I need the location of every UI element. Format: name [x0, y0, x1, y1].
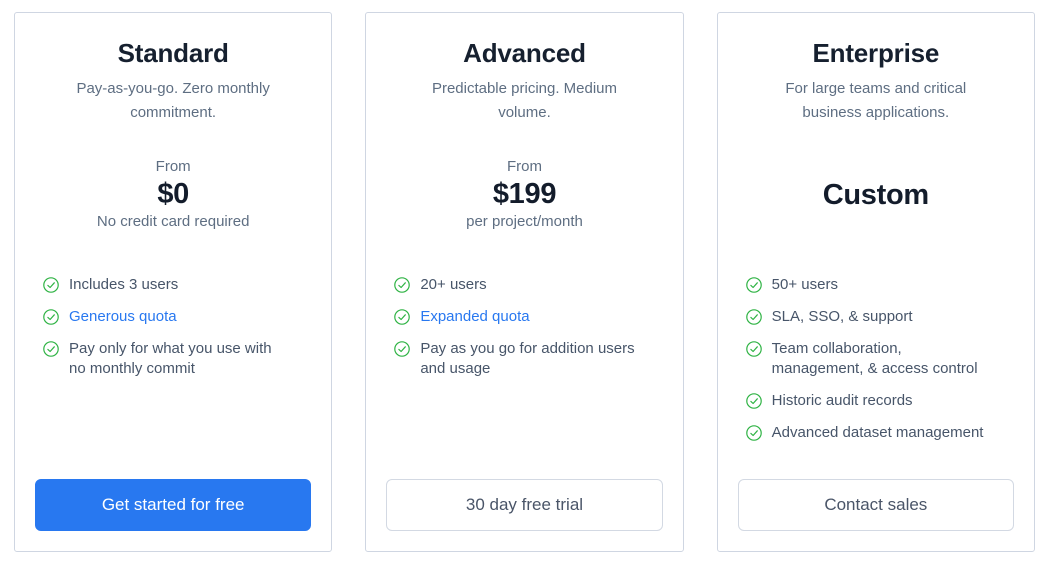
check-circle-icon [745, 423, 762, 441]
spacer [35, 379, 311, 479]
feature-item: Historic audit records [745, 391, 1006, 411]
feature-text: Team collaboration, management, & access… [771, 340, 978, 377]
plan-description: For large teams and critical business ap… [785, 80, 967, 121]
spacer [738, 443, 1014, 479]
check-circle-icon [394, 275, 411, 293]
feature-item: Pay as you go for addition users and usa… [394, 339, 654, 379]
check-circle-icon [745, 391, 762, 409]
feature-list: Includes 3 users Generous quota Pay only… [43, 275, 303, 379]
check-circle-icon [43, 275, 59, 293]
price-caption: per project/month [466, 213, 583, 230]
price-from-label: From [506, 158, 542, 175]
plan-name: Advanced [463, 38, 586, 68]
plan-description: Pay-as-you-go. Zero monthly commitment. [76, 80, 270, 121]
feature-list: 20+ users Expanded quota Pay as you go f… [394, 275, 654, 379]
feature-item: Advanced dataset management [745, 423, 1006, 443]
price-block: From $199 per project/month [386, 157, 662, 233]
feature-item: 20+ users [394, 275, 654, 295]
feature-item: 50+ users [745, 275, 1006, 295]
price-block: From $0 No credit card required [35, 157, 311, 233]
plan-name: Standard [117, 38, 229, 68]
feature-text: Pay as you go for addition users and usa… [420, 340, 635, 377]
feature-item: SLA, SSO, & support [745, 307, 1006, 327]
price-caption: No credit card required [96, 213, 250, 230]
plan-description: Predictable pricing. Medium volume. [431, 80, 618, 121]
feature-link-generous-quota[interactable]: Generous quota [69, 308, 177, 325]
feature-text: Historic audit records [771, 392, 913, 409]
check-circle-icon [43, 307, 59, 325]
plan-card-standard: Standard Pay-as-you-go. Zero monthly com… [14, 12, 333, 552]
feature-list: 50+ users SLA, SSO, & support Team colla… [745, 275, 1006, 443]
feature-item: Team collaboration, management, & access… [745, 339, 1006, 379]
feature-text: SLA, SSO, & support [771, 308, 913, 325]
feature-text: Advanced dataset management [771, 424, 984, 441]
free-trial-button[interactable]: 30 day free trial [386, 479, 663, 531]
plan-card-advanced: Advanced Predictable pricing. Medium vol… [365, 12, 684, 552]
get-started-free-button[interactable]: Get started for free [35, 479, 312, 531]
spacer [386, 379, 662, 479]
check-circle-icon [394, 339, 411, 357]
feature-text: 50+ users [771, 276, 838, 293]
feature-text: 20+ users [420, 276, 487, 293]
price-value: $199 [492, 178, 557, 210]
check-circle-icon [43, 339, 59, 357]
check-circle-icon [745, 307, 762, 325]
price-value: Custom [822, 179, 929, 211]
feature-text: Includes 3 users [69, 276, 179, 293]
check-circle-icon [745, 275, 762, 293]
price-value: $0 [157, 178, 189, 210]
price-from-label: From [155, 158, 191, 175]
contact-sales-button[interactable]: Contact sales [737, 479, 1014, 531]
plan-name: Enterprise [812, 38, 940, 68]
price-block: Custom [738, 157, 1014, 233]
feature-item: Pay only for what you use with no monthl… [43, 339, 303, 379]
feature-text: Pay only for what you use with no monthl… [69, 340, 272, 377]
check-circle-icon [745, 339, 762, 357]
feature-item: Expanded quota [394, 307, 654, 327]
feature-item: Includes 3 users [43, 275, 303, 295]
feature-link-expanded-quota[interactable]: Expanded quota [420, 308, 530, 325]
check-circle-icon [394, 307, 411, 325]
pricing-plans: Standard Pay-as-you-go. Zero monthly com… [14, 12, 1035, 552]
feature-item: Generous quota [43, 307, 303, 327]
plan-card-enterprise: Enterprise For large teams and critical … [716, 12, 1035, 552]
